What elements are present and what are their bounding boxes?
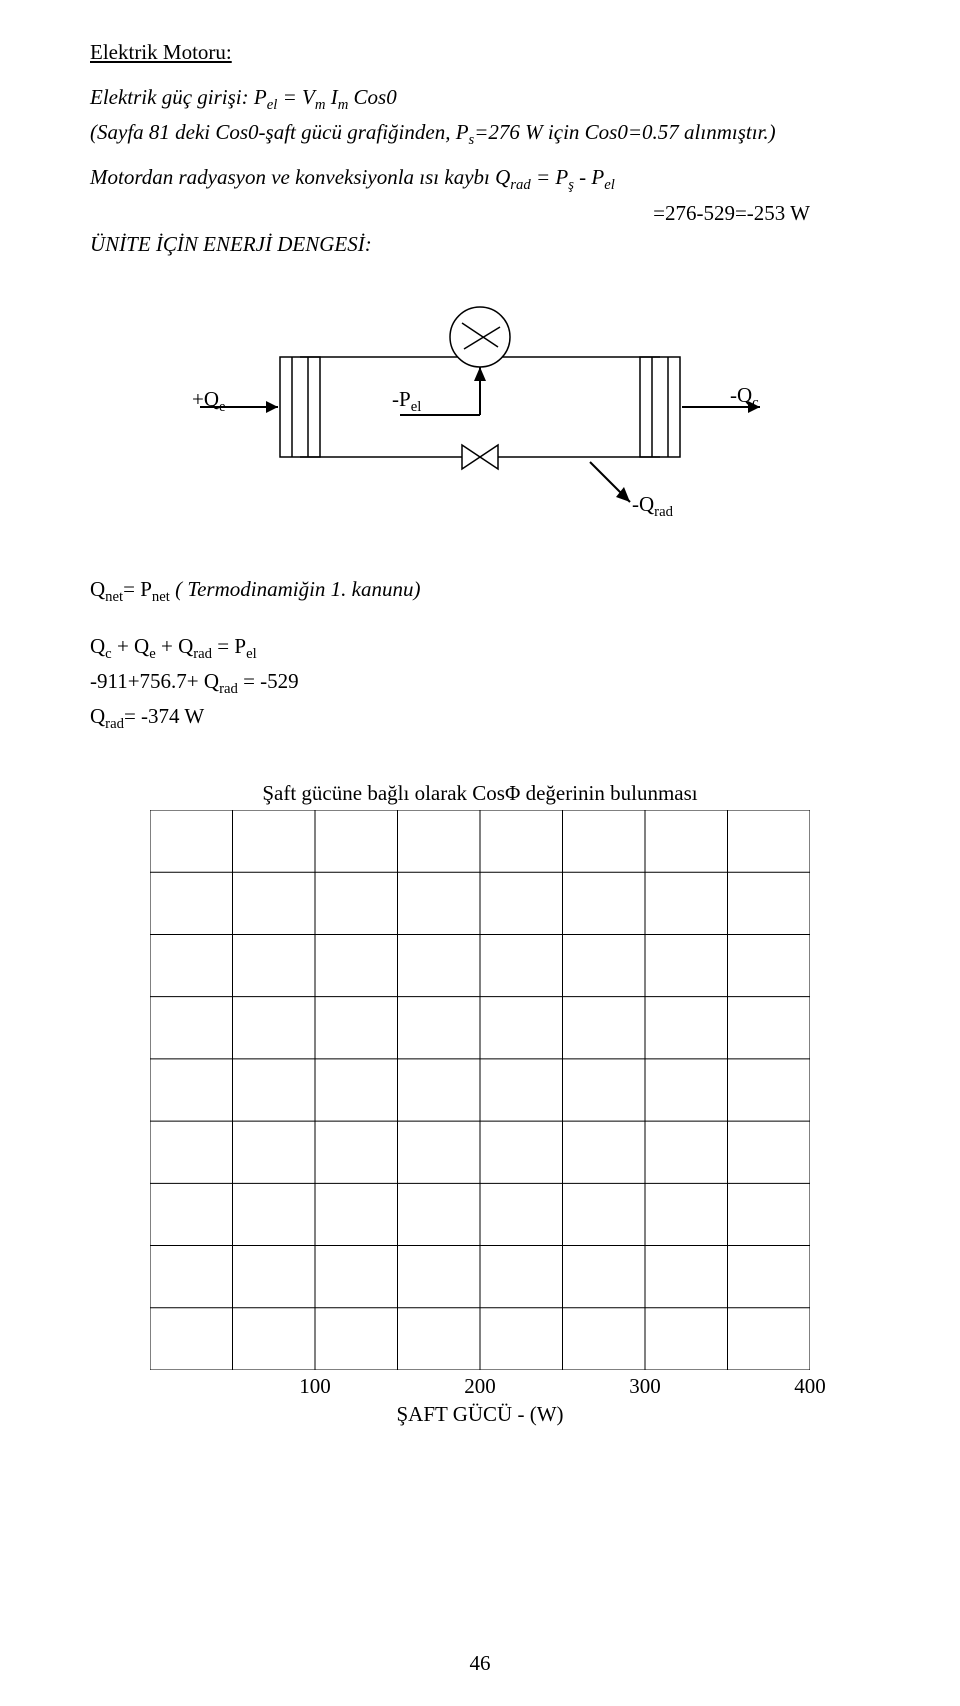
- sub-c: c: [752, 395, 759, 411]
- sub-rad4: rad: [219, 681, 238, 697]
- section-heading: Elektrik Motoru:: [90, 40, 870, 65]
- sub-el: el: [267, 97, 278, 113]
- sub-rad: rad: [510, 178, 530, 194]
- sub-e: e: [219, 399, 226, 415]
- x-axis-title: ŞAFT GÜCÜ - (W): [140, 1402, 820, 1427]
- text: = P: [123, 577, 152, 601]
- sub-net: net: [105, 589, 123, 605]
- page-number: 46: [470, 1651, 491, 1676]
- sub-m2: m: [338, 97, 349, 113]
- eq-numeric: -911+756.7+ Qrad = -529: [90, 669, 870, 698]
- circuit-diagram: +Qe -Pel -Qc -Qrad: [170, 287, 790, 547]
- sub-rad2: rad: [654, 504, 673, 520]
- eq-qnet: Qnet= Pnet ( Termodinamiğin 1. kanunu): [90, 577, 870, 606]
- x-tick-label: 200: [464, 1374, 496, 1399]
- x-labels-row: 100200300400: [150, 1374, 810, 1400]
- x-tick-label: 300: [629, 1374, 661, 1399]
- sub-m1: m: [315, 97, 326, 113]
- text: = -529: [238, 669, 299, 693]
- label-qc: -Qc: [730, 383, 759, 412]
- text: = V: [277, 85, 315, 109]
- text: Q: [90, 577, 105, 601]
- sub-el4: el: [246, 646, 257, 662]
- sub-rad3: rad: [193, 646, 212, 662]
- text: Motordan radyasyon ve konveksiyonla ısı …: [90, 165, 510, 189]
- text: + Q: [156, 634, 194, 658]
- text: I: [325, 85, 337, 109]
- text: = -374 W: [124, 704, 204, 728]
- circuit-svg: [170, 287, 790, 547]
- chart-container: Şaft gücüne bağlı olarak CosΦ değerinin …: [140, 781, 820, 1427]
- x-tick-label: 400: [794, 1374, 826, 1399]
- line-cos0-note: (Sayfa 81 deki Cos0-şaft gücü grafiğinde…: [90, 120, 870, 149]
- text: -Q: [730, 383, 752, 407]
- text: +Q: [192, 387, 219, 411]
- text: Q: [90, 634, 105, 658]
- text: Elektrik güç girişi: P: [90, 85, 267, 109]
- sub-net2: net: [152, 589, 170, 605]
- x-tick-label: 100: [299, 1374, 331, 1399]
- chart-title: Şaft gücüne bağlı olarak CosΦ değerinin …: [140, 781, 820, 806]
- line-unit-energy-balance: ÜNİTE İÇİN ENERJİ DENGESİ:: [90, 232, 870, 257]
- text: - P: [574, 165, 604, 189]
- text: -Q: [632, 492, 654, 516]
- text: -P: [392, 387, 411, 411]
- label-pel: -Pel: [392, 387, 421, 416]
- text: Q: [90, 704, 105, 728]
- sub-rad5: rad: [105, 716, 124, 732]
- text: ( Termodinamiğin 1. kanunu): [170, 577, 421, 601]
- line-radiation-loss: Motordan radyasyon ve konveksiyonla ısı …: [90, 165, 870, 194]
- line-radiation-value: =276-529=-253 W: [90, 201, 870, 226]
- label-qrad: -Qrad: [632, 492, 673, 521]
- text: =276 W için Cos0=0.57 alınmıştır.): [474, 120, 775, 144]
- text: + Q: [112, 634, 150, 658]
- text: (Sayfa 81 deki Cos0-şaft gücü grafiğinde…: [90, 120, 469, 144]
- sub-el3: el: [411, 399, 422, 415]
- text: = P: [531, 165, 569, 189]
- text: = P: [212, 634, 246, 658]
- chart-grid: [150, 810, 810, 1370]
- text: Cos0: [348, 85, 396, 109]
- sub-el2: el: [604, 178, 615, 194]
- label-qe: +Qe: [192, 387, 226, 416]
- line-electric-input: Elektrik güç girişi: Pel = Vm Im Cos0: [90, 85, 870, 114]
- eq-balance: Qc + Qe + Qrad = Pel: [90, 634, 870, 663]
- text: -911+756.7+ Q: [90, 669, 219, 693]
- eq-result: Qrad= -374 W: [90, 704, 870, 733]
